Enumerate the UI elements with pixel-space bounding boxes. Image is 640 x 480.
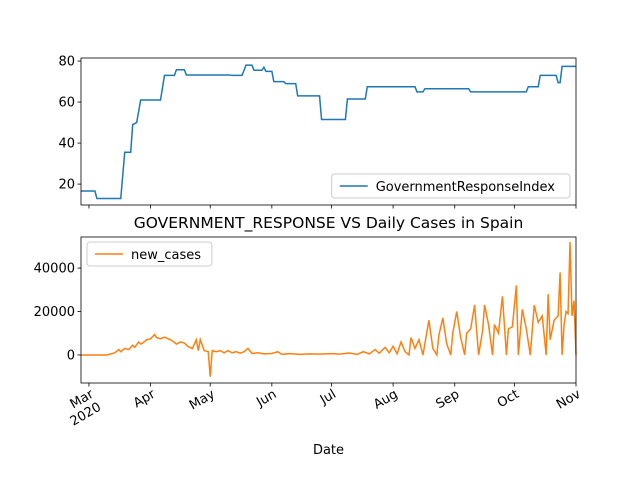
legend-frame bbox=[86, 241, 213, 267]
axes-frame bbox=[80, 57, 577, 206]
y-tick-label: 20 bbox=[58, 178, 75, 193]
legend-frame bbox=[331, 173, 571, 199]
y-tick-label: 80 bbox=[58, 55, 75, 70]
legend-label: GovernmentResponseIndex bbox=[376, 180, 556, 195]
y-tick-label: 20000 bbox=[34, 305, 75, 320]
y-tick-label: 40000 bbox=[34, 262, 75, 277]
y-tick-label: 40 bbox=[58, 137, 75, 152]
y-tick-label: 60 bbox=[58, 96, 75, 111]
axes-frame bbox=[80, 236, 577, 384]
chart-title: GOVERNMENT_RESPONSE VS Daily Cases in Sp… bbox=[134, 214, 524, 233]
x-tick-label: Jul bbox=[317, 387, 339, 408]
data-line bbox=[81, 64, 576, 200]
legend-label: new_cases bbox=[131, 248, 201, 263]
x-axis-label: Date bbox=[313, 443, 344, 458]
data-line bbox=[81, 241, 577, 377]
y-tick-label: 0 bbox=[67, 348, 75, 363]
